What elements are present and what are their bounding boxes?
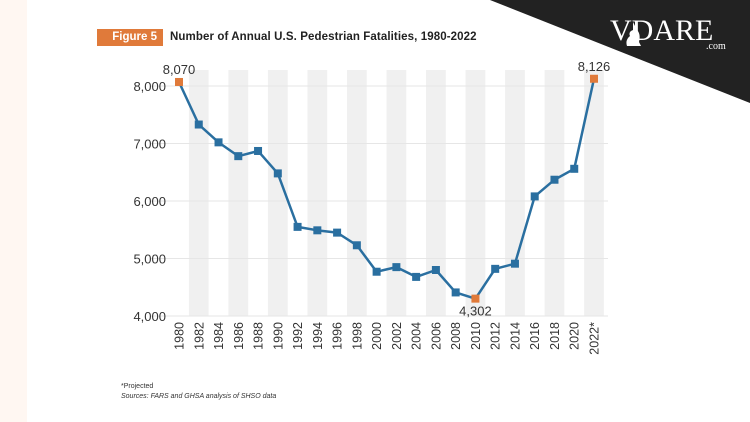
data-marker (194, 120, 203, 129)
shaded-band (505, 70, 525, 316)
y-tick-label: 5,000 (133, 252, 166, 267)
data-marker (431, 266, 440, 274)
data-label: 8,126 (578, 59, 611, 74)
x-tick-label: 1986 (232, 322, 246, 350)
y-axis-ticks: 4,000 5,000 6,000 7,000 8,000 (133, 79, 166, 324)
x-tick-label: 2016 (528, 322, 542, 350)
left-margin-tint (0, 0, 27, 422)
y-tick-label: 8,000 (133, 79, 166, 94)
figure-header: Figure 5 Number of Annual U.S. Pedestria… (97, 28, 477, 46)
watermark-logo-suffix: .com (706, 41, 726, 52)
chart-footer: *Projected Sources: FARS and GHSA analys… (121, 382, 276, 402)
figure-title: Number of Annual U.S. Pedestrian Fatalit… (170, 31, 477, 43)
shaded-band (228, 70, 249, 316)
data-marker (234, 152, 243, 161)
source-note: Sources: FARS and GHSA analysis of SHSO … (121, 393, 277, 400)
x-tick-label: 2018 (548, 322, 562, 350)
data-marker (570, 164, 579, 173)
data-marker (550, 175, 559, 184)
x-tick-label: 2012 (489, 322, 503, 350)
data-marker (451, 288, 460, 297)
x-tick-label: 2000 (370, 322, 384, 350)
x-tick-label: 1992 (291, 322, 305, 350)
highlight-marker (471, 294, 480, 303)
data-marker (313, 226, 322, 235)
data-marker (333, 228, 342, 237)
highlight-marker (590, 74, 598, 83)
x-tick-label: 1996 (331, 322, 345, 350)
shaded-band (346, 70, 367, 316)
series-line (177, 78, 596, 300)
data-marker (412, 272, 421, 281)
x-tick-label: 1994 (311, 322, 325, 350)
shaded-band (267, 70, 288, 316)
shaded-band (465, 70, 486, 316)
watermark-logo: VDARE (610, 14, 714, 47)
x-tick-label: 2014 (508, 322, 522, 350)
shaded-band (188, 70, 209, 316)
x-tick-label: 1982 (192, 322, 206, 350)
data-marker (273, 169, 282, 178)
data-marker (293, 222, 302, 231)
shaded-bands (188, 70, 604, 316)
shaded-band (426, 70, 446, 316)
y-tick-label: 6,000 (133, 194, 166, 209)
x-tick-label: 1984 (212, 322, 226, 350)
data-label: 8,070 (163, 62, 196, 77)
x-tick-label: 2008 (449, 322, 463, 350)
x-tick-label: 1990 (271, 322, 285, 350)
x-tick-label: 2022* (588, 322, 602, 355)
x-tick-label: 1998 (350, 322, 364, 350)
data-marker (510, 259, 519, 268)
x-tick-label: 1980 (173, 322, 187, 350)
x-tick-label: 2020 (568, 322, 582, 350)
data-markers (175, 74, 598, 303)
data-label: 4,302 (459, 304, 492, 319)
data-marker (530, 192, 539, 201)
data-marker (491, 264, 500, 273)
highlight-marker (175, 77, 183, 86)
y-tick-label: 7,000 (133, 137, 166, 152)
x-tick-label: 2002 (390, 322, 404, 350)
shaded-band (386, 70, 407, 316)
shaded-band (584, 70, 604, 316)
footnote-projected: *Projected (121, 383, 154, 390)
x-tick-label: 2006 (429, 322, 443, 350)
x-axis-ticks: 1980 1982 1984 1986 1988 1990 1992 1994 1996 1998… (173, 322, 602, 355)
figure-badge: Figure 5 (97, 28, 163, 46)
x-tick-label: 2004 (410, 322, 424, 350)
data-marker (392, 263, 401, 272)
data-marker (254, 146, 263, 155)
shaded-band (307, 70, 328, 316)
x-tick-label: 2010 (469, 322, 483, 350)
gridlines (150, 85, 608, 317)
data-marker (352, 241, 361, 250)
y-tick-label: 4,000 (133, 309, 166, 324)
x-tick-label: 1988 (252, 322, 266, 350)
data-marker (214, 138, 223, 147)
data-marker (372, 267, 381, 276)
shaded-band (544, 70, 565, 316)
